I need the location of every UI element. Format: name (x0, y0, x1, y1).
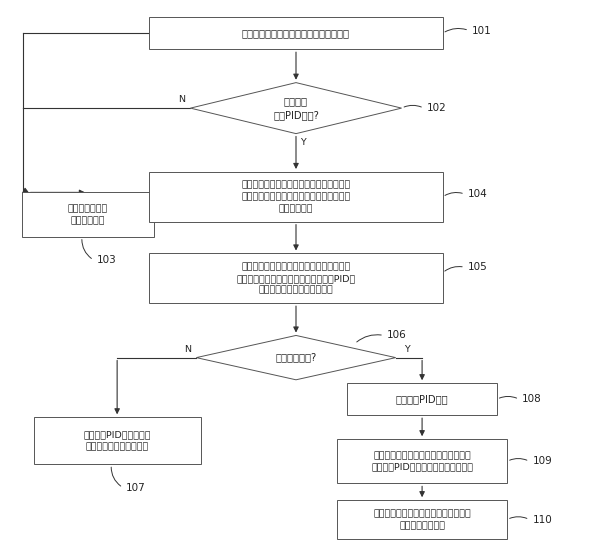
Text: 检测蒸发器的盘管温度、根据盘管温差
进行盘温PID运算，获得第二目标频率: 检测蒸发器的盘管温度、根据盘管温差 进行盘温PID运算，获得第二目标频率 (371, 451, 473, 472)
FancyBboxPatch shape (34, 417, 201, 464)
Text: 小于舒适温度?: 小于舒适温度? (275, 353, 317, 363)
Text: 110: 110 (532, 515, 552, 525)
Polygon shape (197, 335, 395, 380)
Text: 102: 102 (427, 103, 446, 113)
FancyBboxPatch shape (337, 439, 507, 483)
Text: 空调进入
室温PID控制?: 空调进入 室温PID控制? (273, 96, 319, 120)
Text: 109: 109 (532, 456, 552, 466)
Text: N: N (178, 95, 185, 104)
Text: 获取当前室内温度作为第一室内温度、计算
第一室内温度与设定补偿温度的差值、作为
第二室内温度: 获取当前室内温度作为第一室内温度、计算 第一室内温度与设定补偿温度的差值、作为 … (242, 180, 350, 213)
Text: N: N (184, 345, 191, 354)
Polygon shape (191, 83, 401, 134)
Text: Y: Y (404, 345, 410, 354)
FancyBboxPatch shape (149, 172, 443, 222)
Text: 执行室温PID控制、根据
第一目标频率控制压缩机: 执行室温PID控制、根据 第一目标频率控制压缩机 (83, 431, 151, 451)
FancyBboxPatch shape (149, 17, 443, 49)
Text: 105: 105 (468, 262, 488, 272)
FancyBboxPatch shape (337, 500, 507, 539)
FancyBboxPatch shape (348, 383, 497, 416)
Text: 106: 106 (387, 330, 407, 340)
Text: 空调开机运行制冷模式、控制压缩机运行: 空调开机运行制冷模式、控制压缩机运行 (242, 28, 350, 38)
Text: 104: 104 (468, 189, 488, 199)
Text: 计算第二室内温度与室内目标温度的温差，
获得室内温差，根据室内温差进行室温PID运
算，获得压缩机第一目标频率: 计算第二室内温度与室内目标温度的温差， 获得室内温差，根据室内温差进行室温PID… (236, 262, 356, 295)
FancyBboxPatch shape (22, 193, 154, 237)
Text: 执行双重PID控制: 执行双重PID控制 (396, 394, 448, 404)
FancyBboxPatch shape (149, 253, 443, 304)
Text: 108: 108 (522, 394, 542, 404)
Text: 103: 103 (96, 255, 117, 265)
Text: 接照常规控制方
法控制压缩机: 接照常规控制方 法控制压缩机 (67, 204, 108, 225)
Text: 根据第一目标频率与第二目标频率中的
较小值控制压缩机: 根据第一目标频率与第二目标频率中的 较小值控制压缩机 (373, 509, 471, 530)
Text: 107: 107 (126, 483, 146, 493)
Text: 101: 101 (472, 26, 492, 35)
Text: Y: Y (300, 138, 306, 147)
